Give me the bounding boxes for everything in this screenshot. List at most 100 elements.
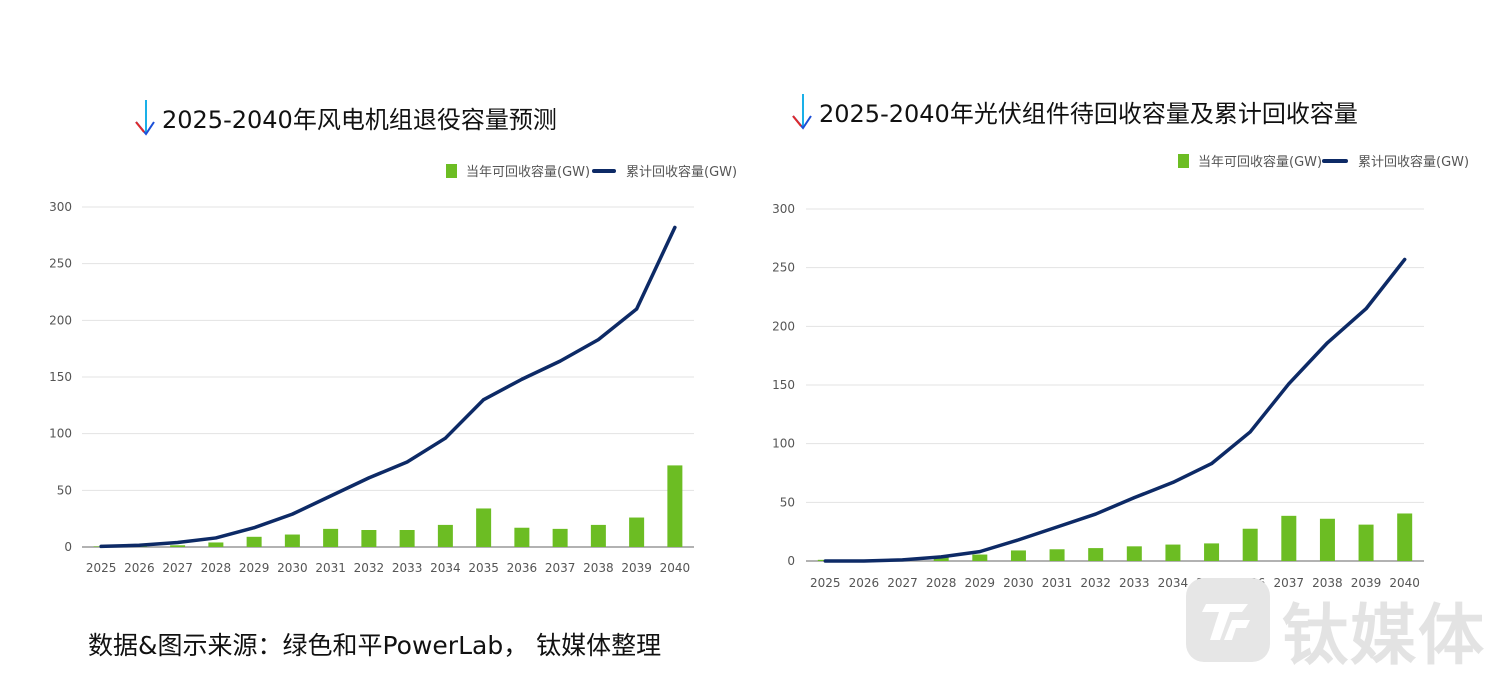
bar-2034 bbox=[1165, 544, 1181, 561]
x-tick-label: 2033 bbox=[1119, 576, 1150, 590]
right-chart-title: 2025-2040年光伏组件待回收容量及累计回收容量 bbox=[819, 100, 1358, 128]
line-point-2036 bbox=[1248, 430, 1252, 434]
x-tick-label: 2037 bbox=[545, 561, 576, 575]
line-point-2032 bbox=[367, 476, 371, 480]
y-tick-label: 0 bbox=[64, 540, 72, 554]
line-point-2034 bbox=[1171, 480, 1175, 484]
bar-2039 bbox=[629, 517, 645, 547]
bar-2032 bbox=[361, 530, 377, 547]
line-point-2035 bbox=[1210, 462, 1214, 466]
left-chart-title: 2025-2040年风电机组退役容量预测 bbox=[162, 106, 557, 134]
line-point-2034 bbox=[443, 436, 447, 440]
y-tick-label: 300 bbox=[49, 200, 72, 214]
bar-2037 bbox=[552, 528, 568, 547]
legend-line-label: 累计回收容量(GW) bbox=[626, 164, 737, 180]
bar-2040 bbox=[667, 465, 683, 547]
legend-bar-swatch bbox=[1178, 154, 1189, 168]
x-tick-label: 2039 bbox=[1351, 576, 1382, 590]
chart-0: 0 50 100 150 200 250 300 2025 2026 2027 2028 2029 20… bbox=[49, 164, 737, 575]
bar-2040 bbox=[1397, 513, 1413, 561]
x-tick-label: 2034 bbox=[1158, 576, 1189, 590]
bar-2028 bbox=[933, 556, 949, 561]
bar-2039 bbox=[1358, 524, 1374, 561]
y-tick-label: 150 bbox=[49, 370, 72, 384]
line-point-2026 bbox=[137, 543, 141, 547]
line-point-2039 bbox=[635, 307, 639, 311]
line-point-2037 bbox=[1287, 382, 1291, 386]
watermark: 钛媒体 bbox=[1186, 578, 1486, 674]
x-tick-label: 2033 bbox=[392, 561, 423, 575]
bar-2036 bbox=[514, 527, 530, 547]
line-point-2040 bbox=[673, 225, 677, 229]
watermark-logo-icon bbox=[1186, 578, 1270, 662]
line-point-2038 bbox=[1325, 341, 1329, 345]
line-point-2039 bbox=[1364, 307, 1368, 311]
bar-2035 bbox=[476, 508, 492, 547]
y-tick-label: 100 bbox=[772, 437, 795, 451]
bar-2038 bbox=[1319, 518, 1335, 561]
line-point-2036 bbox=[520, 377, 524, 381]
legend-bar-swatch bbox=[446, 164, 457, 178]
line-point-2035 bbox=[482, 398, 486, 402]
cumulative-line bbox=[99, 225, 677, 549]
bar-2033 bbox=[399, 530, 415, 547]
x-tick-label: 2037 bbox=[1274, 576, 1305, 590]
bar-2037 bbox=[1281, 515, 1297, 561]
source-note: 数据&图示来源：绿色和平PowerLab， 钛媒体整理 bbox=[88, 631, 662, 660]
bar-2029 bbox=[246, 536, 262, 547]
x-tick-label: 2029 bbox=[965, 576, 996, 590]
bar-2032 bbox=[1088, 548, 1104, 561]
bar-2030 bbox=[1010, 550, 1026, 561]
x-tick-label: 2031 bbox=[315, 561, 346, 575]
y-tick-label: 150 bbox=[772, 378, 795, 392]
bar-2027 bbox=[170, 545, 186, 547]
x-tick-label: 2029 bbox=[239, 561, 270, 575]
y-tick-label: 100 bbox=[49, 427, 72, 441]
y-tick-label: 200 bbox=[772, 319, 795, 333]
line-point-2029 bbox=[978, 550, 982, 554]
y-tick-label: 300 bbox=[772, 202, 795, 216]
line-point-2027 bbox=[901, 558, 905, 562]
line-point-2030 bbox=[1016, 538, 1020, 542]
bar-2031 bbox=[323, 528, 339, 547]
line-point-2031 bbox=[1055, 525, 1059, 529]
bar-2029 bbox=[972, 554, 988, 561]
cumulative-line bbox=[823, 257, 1407, 563]
line-point-2027 bbox=[176, 540, 180, 544]
x-tick-label: 2031 bbox=[1042, 576, 1073, 590]
x-tick-label: 2035 bbox=[468, 561, 499, 575]
bar-2031 bbox=[1049, 549, 1065, 561]
x-tick-label: 2038 bbox=[583, 561, 614, 575]
line-point-2031 bbox=[329, 494, 333, 498]
x-tick-label: 2026 bbox=[124, 561, 155, 575]
x-tick-label: 2027 bbox=[887, 576, 918, 590]
bar-2036 bbox=[1242, 528, 1258, 561]
y-tick-label: 50 bbox=[780, 495, 795, 509]
bar-2033 bbox=[1126, 546, 1142, 561]
x-tick-label: 2028 bbox=[201, 561, 232, 575]
x-tick-label: 2026 bbox=[849, 576, 880, 590]
x-tick-label: 2025 bbox=[810, 576, 841, 590]
line-point-2033 bbox=[405, 460, 409, 464]
line-point-2028 bbox=[939, 555, 943, 559]
x-tick-label: 2036 bbox=[507, 561, 538, 575]
x-tick-label: 2032 bbox=[354, 561, 385, 575]
x-tick-label: 2032 bbox=[1080, 576, 1111, 590]
x-tick-label: 2027 bbox=[162, 561, 193, 575]
x-tick-label: 2040 bbox=[660, 561, 691, 575]
x-tick-label: 2025 bbox=[86, 561, 117, 575]
legend-line-label: 累计回收容量(GW) bbox=[1358, 154, 1469, 170]
line-point-2037 bbox=[558, 359, 562, 363]
x-tick-label: 2030 bbox=[1003, 576, 1034, 590]
bar-2035 bbox=[1204, 543, 1220, 561]
bar-2038 bbox=[590, 524, 606, 547]
line-point-2033 bbox=[1132, 496, 1136, 500]
chart-1: 0 50 100 150 200 250 300 2025 2026 2027 2028 2029 20… bbox=[772, 154, 1469, 590]
line-point-2032 bbox=[1094, 512, 1098, 516]
y-tick-label: 50 bbox=[57, 483, 72, 497]
legend-bar-label: 当年可回收容量(GW) bbox=[466, 164, 590, 180]
bar-2034 bbox=[437, 524, 453, 547]
x-tick-label: 2030 bbox=[277, 561, 308, 575]
x-tick-label: 2040 bbox=[1389, 576, 1420, 590]
